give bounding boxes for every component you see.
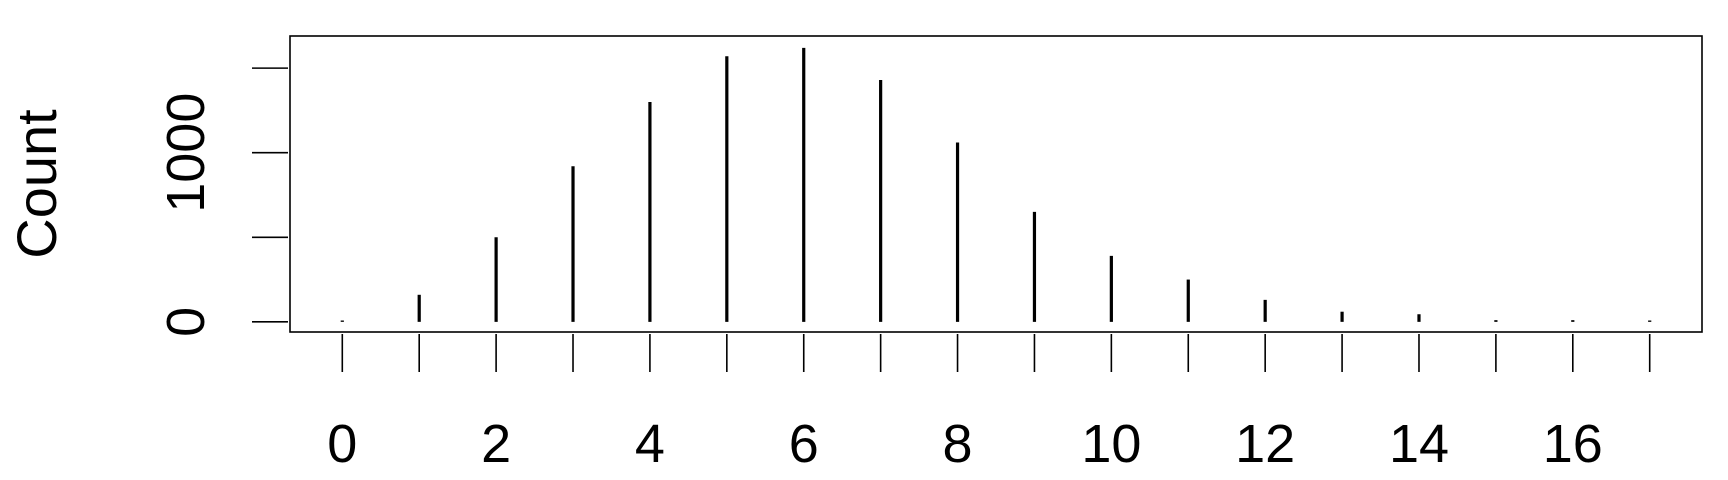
x-tick-label-4: 4 (635, 414, 665, 474)
x-axis: 0 2 4 6 8 10 12 14 16 (327, 334, 1651, 474)
plot-frame (289, 35, 1703, 333)
x-tick-label-8: 8 (943, 414, 973, 474)
x-tick-label-10: 10 (1081, 414, 1141, 474)
y-axis: 0 1000 (156, 67, 288, 337)
x-tick-label-2: 2 (481, 414, 511, 474)
y-tick-label-1000: 1000 (156, 93, 216, 213)
x-tick-label-16: 16 (1543, 414, 1603, 474)
y-axis-label: Count (5, 109, 68, 259)
data-spikes (340, 47, 1652, 322)
x-tick-label-6: 6 (789, 414, 819, 474)
y-tick-label-0: 0 (156, 307, 216, 337)
x-tick-label-0: 0 (327, 414, 357, 474)
x-tick-label-12: 12 (1235, 414, 1295, 474)
x-tick-label-14: 14 (1389, 414, 1449, 474)
